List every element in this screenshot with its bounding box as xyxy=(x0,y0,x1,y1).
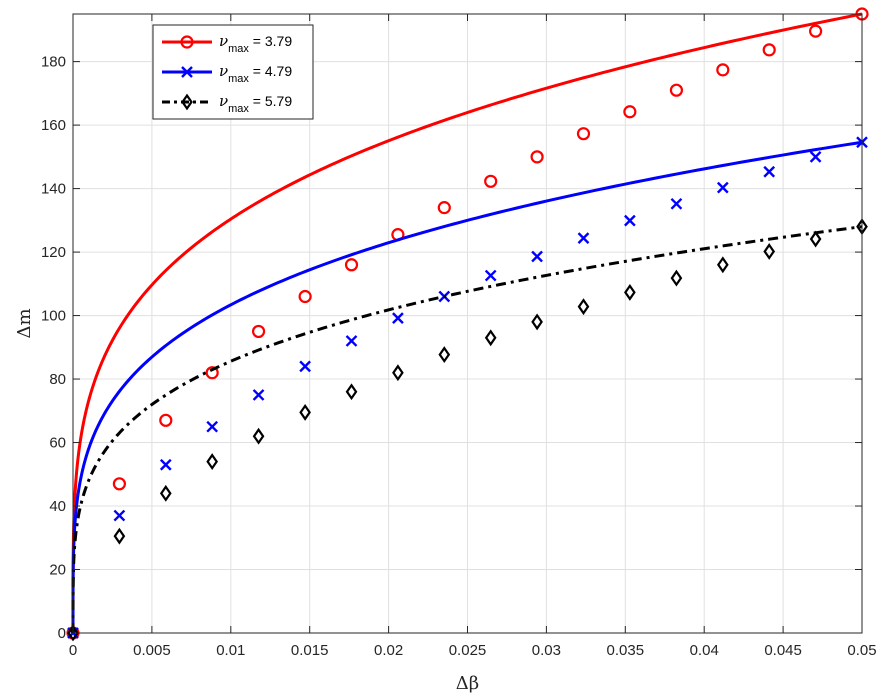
x-tick-label: 0.04 xyxy=(690,642,719,659)
data-point xyxy=(623,105,637,119)
data-point xyxy=(299,360,311,373)
x-tick-label: 0.035 xyxy=(607,642,645,659)
legend-subscript: max xyxy=(228,103,249,115)
data-point xyxy=(345,383,358,401)
data-point xyxy=(438,346,451,364)
data-point xyxy=(252,389,265,401)
series-line xyxy=(71,12,863,634)
data-point xyxy=(67,624,79,642)
data-point xyxy=(206,420,219,433)
data-point xyxy=(484,329,497,347)
y-tick-label: 160 xyxy=(41,117,66,134)
y-tick-label: 80 xyxy=(49,371,66,388)
data-point xyxy=(531,250,543,263)
data-point xyxy=(113,527,126,545)
data-point xyxy=(159,413,173,427)
legend-subscript: max xyxy=(228,73,249,85)
x-axis-label: Δβ xyxy=(456,673,479,694)
legend-value: = 3.79 xyxy=(249,33,292,49)
legend-symbol: ν xyxy=(219,92,228,110)
data-point xyxy=(670,269,683,287)
data-point xyxy=(624,214,636,227)
data-point xyxy=(437,201,451,215)
data-point xyxy=(206,453,219,471)
data-point xyxy=(181,93,193,111)
series-3 xyxy=(67,218,868,642)
y-tick-label: 40 xyxy=(49,498,66,515)
axis-ticks: 0 0.005 0.01 0.015 0.02 0.025 0.03 0.035 0.04 0.0… xyxy=(41,14,877,659)
legend-entry: νmax = 5.79 xyxy=(162,92,292,115)
data-point xyxy=(576,127,591,141)
data-point xyxy=(159,458,172,471)
data-point xyxy=(392,364,404,382)
data-point xyxy=(252,427,265,445)
data-point xyxy=(181,66,193,78)
data-point xyxy=(484,269,497,282)
data-point xyxy=(251,324,266,339)
data-point xyxy=(763,165,776,178)
data-point xyxy=(716,256,729,274)
x-tick-label: 0.03 xyxy=(532,642,561,659)
x-tick-label: 0.01 xyxy=(216,642,245,659)
series-line xyxy=(71,225,863,634)
y-tick-label: 100 xyxy=(41,308,66,325)
x-tick-label: 0.02 xyxy=(374,642,403,659)
data-point xyxy=(531,313,543,331)
y-axis-label: Δm xyxy=(14,308,35,338)
data-point xyxy=(809,24,823,38)
legend-entry: νmax = 4.79 xyxy=(162,62,292,85)
y-tick-label: 120 xyxy=(41,244,66,261)
data-point xyxy=(530,150,544,164)
y-tick-label: 0 xyxy=(58,625,66,642)
data-point xyxy=(205,366,219,380)
data-point xyxy=(112,477,126,491)
data-point xyxy=(669,83,684,97)
legend-symbol: ν xyxy=(219,62,228,80)
legend-label: νmax = 4.79 xyxy=(219,62,292,85)
data-point xyxy=(577,298,590,316)
data-point xyxy=(299,403,311,421)
data-point xyxy=(577,232,590,244)
data-point xyxy=(159,484,172,502)
data-point xyxy=(716,181,729,194)
x-tick-label: 0.045 xyxy=(764,642,802,659)
data-point xyxy=(484,174,498,188)
legend-label: νmax = 5.79 xyxy=(219,92,292,115)
legend-subscript: max xyxy=(228,43,249,55)
data-point xyxy=(809,230,822,248)
x-tick-label: 0.015 xyxy=(291,642,329,659)
x-tick-label: 0 xyxy=(69,642,77,659)
data-point xyxy=(716,63,730,77)
data-point xyxy=(763,243,776,260)
data-point xyxy=(345,335,358,347)
data-point xyxy=(180,35,194,49)
legend-value: = 5.79 xyxy=(249,93,292,109)
x-tick-label: 0.05 xyxy=(847,642,876,659)
x-tick-label: 0.005 xyxy=(133,642,171,659)
data-point xyxy=(670,197,683,210)
legend-symbol: ν xyxy=(219,32,228,50)
data-point xyxy=(762,43,776,57)
data-point xyxy=(392,312,404,324)
series-2 xyxy=(67,136,868,639)
series-line xyxy=(71,140,863,634)
data-point xyxy=(624,283,636,301)
legend-value: = 4.79 xyxy=(249,63,292,79)
legend-entry: νmax = 3.79 xyxy=(162,32,292,55)
y-tick-label: 20 xyxy=(49,562,66,579)
x-tick-label: 0.025 xyxy=(449,642,487,659)
data-point xyxy=(298,289,312,304)
y-tick-label: 180 xyxy=(41,54,66,71)
legend-label: νmax = 3.79 xyxy=(219,32,292,55)
data-point xyxy=(809,150,822,163)
data-point xyxy=(344,258,359,272)
y-tick-label: 140 xyxy=(41,181,66,198)
y-tick-label: 60 xyxy=(49,435,66,452)
data-point xyxy=(113,509,126,522)
